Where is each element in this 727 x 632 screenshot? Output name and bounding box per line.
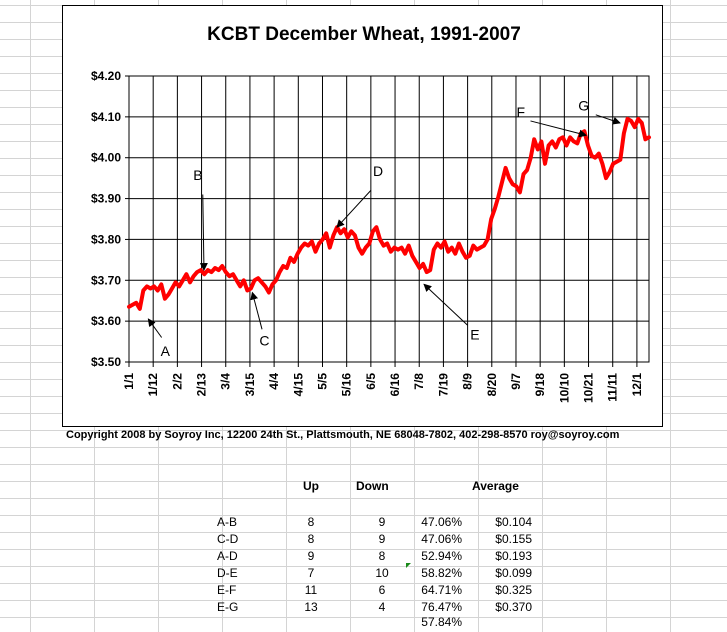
row-down: 9 — [378, 532, 386, 546]
x-tick-label: 7/8 — [412, 373, 426, 390]
x-tick-label: 11/11 — [606, 373, 620, 402]
row-percent: 52.94% — [421, 549, 462, 563]
row-label: A-D — [217, 549, 238, 563]
x-tick-label: 2/13 — [195, 373, 209, 397]
series-layer — [127, 116, 651, 311]
header-down: Down — [356, 479, 389, 493]
row-average: $0.370 — [495, 600, 532, 614]
x-tick-label: 1/1 — [122, 373, 136, 390]
row-average: $0.099 — [495, 566, 532, 580]
header-up: Up — [303, 479, 319, 493]
row-down: 9 — [378, 515, 386, 529]
row-up: 13 — [304, 600, 318, 614]
annotation-label: A — [161, 343, 171, 359]
total-percent: 57.84% — [421, 615, 462, 629]
row-percent: 47.06% — [421, 532, 462, 546]
row-label: E-F — [217, 583, 237, 597]
annotation-arrow — [147, 318, 163, 338]
header-average: Average — [472, 479, 519, 493]
plot-area-border — [128, 75, 650, 363]
x-tick-label: 6/16 — [388, 373, 402, 397]
row-average: $0.193 — [495, 549, 532, 563]
annotation-arrow — [336, 190, 372, 228]
y-tick-label: $3.60 — [91, 314, 121, 328]
row-average: $0.325 — [495, 583, 532, 597]
y-tick-label: $3.50 — [91, 355, 121, 369]
row-down: 4 — [378, 600, 386, 614]
row-up: 9 — [307, 549, 315, 563]
annotation-arrow — [595, 114, 621, 125]
annotation-label: D — [373, 163, 383, 179]
row-down: 6 — [378, 583, 386, 597]
annotation-label: F — [517, 104, 526, 120]
y-tick-label: $4.00 — [91, 151, 121, 165]
row-up: 8 — [307, 532, 315, 546]
row-label: E-G — [217, 600, 239, 614]
x-tick-label: 1/12 — [146, 373, 160, 397]
annotation-label: E — [470, 327, 479, 343]
x-tick-label: 12/1 — [630, 373, 644, 397]
annotation-arrow — [199, 194, 208, 272]
y-axis-ticks: $3.50 $3.60 $3.70 $3.80 $3.90 $4.00 $4.10 $4.20 — [91, 69, 121, 369]
annotation-layer: A B C D E F G — [147, 98, 621, 359]
annotation-arrow — [530, 120, 588, 138]
x-tick-label: 2/2 — [170, 373, 184, 390]
row-average: $0.155 — [495, 532, 532, 546]
x-tick-label: 3/4 — [219, 373, 233, 390]
annotation-label: B — [193, 167, 202, 183]
x-tick-label: 7/19 — [436, 373, 450, 397]
row-average: $0.104 — [495, 515, 532, 529]
x-tick-label: 6/5 — [364, 373, 378, 390]
x-tick-label: 4/4 — [267, 373, 281, 390]
y-tick-label: $3.90 — [91, 192, 121, 206]
x-tick-label: 5/16 — [340, 373, 354, 397]
annotation-arrow — [250, 291, 263, 330]
row-percent: 64.71% — [421, 583, 462, 597]
price-chart: KCBT December Wheat, 1991-2007 $3.50 $3.6… — [91, 24, 651, 403]
x-tick-label: 3/15 — [243, 373, 257, 397]
row-percent: 58.82% — [421, 566, 462, 580]
y-tick-label: $4.20 — [91, 69, 121, 83]
x-tick-label: 9/18 — [533, 373, 547, 397]
row-down: 8 — [378, 549, 386, 563]
copyright-text: Copyright 2008 by Soyroy Inc, 12200 24th… — [66, 429, 620, 441]
row-label: C-D — [217, 532, 239, 546]
row-up: 7 — [307, 566, 315, 580]
x-tick-label: 4/15 — [291, 373, 305, 397]
y-tick-label: $3.70 — [91, 273, 121, 287]
x-tick-label: 8/20 — [485, 373, 499, 397]
row-label: A-B — [217, 515, 238, 529]
x-tick-label: 8/9 — [461, 373, 475, 390]
row-percent: 76.47% — [421, 600, 462, 614]
annotation-arrow — [423, 283, 468, 326]
row-label: D-E — [217, 566, 238, 580]
x-tick-label: 9/7 — [509, 373, 523, 390]
x-axis-ticks: 1/1 1/12 2/2 2/13 3/4 3/15 4/4 4/15 5/5 5/16 6/5 6/… — [122, 373, 644, 403]
series-line — [127, 116, 651, 311]
annotation-label: G — [578, 98, 589, 114]
row-up: 11 — [304, 583, 318, 597]
grid-layer — [125, 75, 650, 367]
row-percent: 47.06% — [421, 515, 462, 529]
chart-frame: KCBT December Wheat, 1991-2007 $3.50 $3.6… — [62, 5, 663, 427]
x-tick-label: 5/5 — [315, 373, 329, 390]
x-tick-label: 10/21 — [582, 373, 596, 403]
chart-title: KCBT December Wheat, 1991-2007 — [207, 24, 521, 45]
x-tick-label: 10/10 — [557, 373, 571, 403]
row-down: 10 — [375, 566, 389, 580]
annotation-label: C — [259, 333, 269, 349]
y-tick-label: $3.80 — [91, 232, 121, 246]
cell-comment-marker — [406, 563, 411, 568]
y-tick-label: $4.10 — [91, 110, 121, 124]
row-up: 8 — [307, 515, 315, 529]
